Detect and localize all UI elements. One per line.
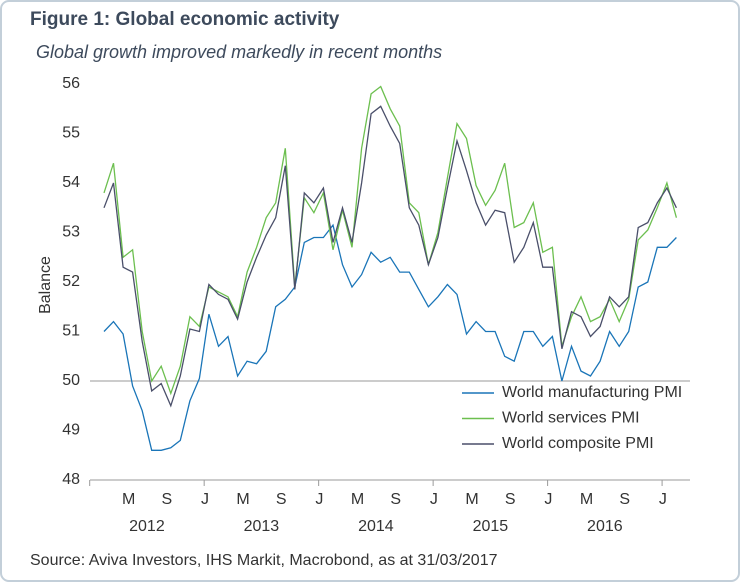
x-tick-label: M — [122, 491, 135, 508]
x-group-label: 2014 — [358, 518, 394, 535]
y-tick-label: 55 — [62, 125, 80, 142]
x-tick-label: J — [544, 491, 552, 508]
y-tick-label: 56 — [62, 75, 80, 92]
x-group-label: 2016 — [587, 518, 623, 535]
series-line — [103, 105, 677, 408]
y-tick-label: 48 — [62, 471, 80, 488]
series-line — [103, 85, 678, 396]
x-group-label: 2015 — [473, 518, 509, 535]
y-tick-label: 53 — [62, 224, 80, 241]
x-tick-label: J — [659, 491, 667, 508]
y-tick-label: 54 — [62, 174, 80, 191]
y-tick-label: 49 — [62, 422, 80, 439]
x-group-label: 2012 — [129, 518, 165, 535]
x-tick-label: M — [465, 491, 478, 508]
x-tick-label: M — [236, 491, 249, 508]
y-tick-label: 51 — [62, 323, 80, 340]
x-tick-label: S — [390, 491, 401, 508]
legend-label: World services PMI — [502, 410, 640, 427]
chart-subtitle: Global growth improved markedly in recen… — [36, 42, 442, 62]
x-tick-label: J — [315, 491, 323, 508]
legend-label: World composite PMI — [502, 435, 654, 452]
x-tick-label: S — [161, 491, 172, 508]
x-group-label: 2013 — [244, 518, 280, 535]
series-line — [103, 223, 677, 451]
y-axis-label: Balance — [37, 256, 54, 314]
x-tick-label: M — [351, 491, 364, 508]
chart-title: Figure 1: Global economic activity — [30, 9, 340, 30]
x-tick-label: S — [505, 491, 516, 508]
x-tick-label: S — [276, 491, 287, 508]
x-tick-label: J — [201, 491, 209, 508]
legend-label: World manufacturing PMI — [502, 384, 682, 401]
y-tick-label: 52 — [62, 273, 80, 290]
x-tick-label: S — [619, 491, 630, 508]
x-tick-label: M — [580, 491, 593, 508]
x-tick-label: J — [430, 491, 438, 508]
source: Source: Aviva Investors, IHS Markit, Mac… — [30, 552, 498, 569]
y-tick-label: 50 — [62, 372, 80, 389]
